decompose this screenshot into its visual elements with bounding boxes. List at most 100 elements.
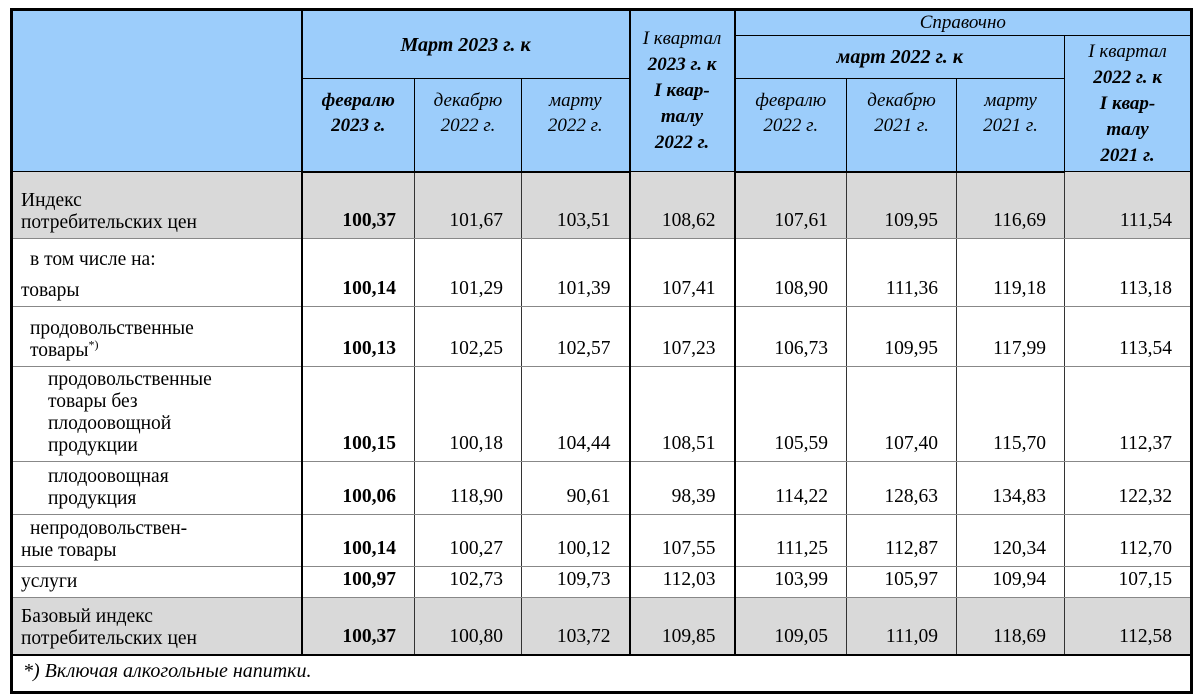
header-line: 2022 г. — [547, 115, 603, 136]
col-header-mar-2021: марту 2021 г. — [956, 78, 1066, 173]
row-label-food-goods: продовольственные товары*) — [11, 306, 302, 367]
value-cell: 119,18 — [956, 238, 1066, 307]
value-cell: 134,83 — [956, 461, 1066, 515]
value-cell: 101,39 — [520, 238, 631, 307]
header-line: декабрю — [433, 90, 503, 111]
footnote-marker: *) — [88, 337, 99, 352]
value-cell: 107,15 — [1064, 566, 1193, 598]
row-label-services: услуги — [11, 566, 302, 598]
header-line: 2023 г. — [331, 115, 386, 136]
value-cell: 112,37 — [1064, 366, 1193, 462]
value-cell: 100,27 — [414, 514, 522, 567]
row-label-nonfood-goods: непродовольствен- ные товары — [11, 514, 302, 567]
value-cell: 108,51 — [628, 366, 736, 462]
header-line: февралю — [755, 90, 827, 111]
label-line: товары*) — [30, 337, 99, 362]
table-row: плодоовощная продукция 100,06 118,90 90,… — [11, 461, 1193, 515]
value-cell: 109,85 — [628, 597, 736, 655]
header-line: 2022 г. к — [1093, 66, 1162, 88]
value-cell: 102,73 — [414, 566, 522, 598]
header-line: талу — [1106, 118, 1149, 140]
value-cell: 107,41 — [628, 238, 736, 307]
table-row: услуги 100,97 102,73 109,73 112,03 103,9… — [11, 566, 1193, 598]
header-line: 2021 г. — [874, 115, 929, 136]
header-line: 2022 г. — [763, 115, 819, 136]
header-line: 2022 г. — [654, 132, 710, 153]
value-cell: 105,97 — [846, 566, 958, 598]
value-cell: 112,87 — [846, 514, 958, 567]
value-cell: 111,54 — [1064, 171, 1193, 239]
header-line: декабрю — [867, 90, 936, 111]
value-cell: 90,61 — [520, 461, 631, 515]
value-cell: 128,63 — [846, 461, 958, 515]
value-cell: 122,32 — [1064, 461, 1193, 515]
col-header-feb-2022: февралю 2022 г. — [733, 78, 848, 173]
label-line: Индекс — [21, 190, 82, 211]
label-line: потребительских цен — [21, 627, 197, 649]
label-line: Базовый индекс — [21, 605, 153, 627]
footnote-row: *) Включая алкогольные напитки. — [11, 653, 1192, 692]
col-header-q1-2023: I квартал 2023 г. к I квар- талу 2022 г. — [628, 9, 736, 172]
corner-cell — [11, 9, 302, 172]
col-group-march-2023: Март 2023 г. к — [300, 9, 631, 79]
label-line: потребительских цен — [21, 212, 197, 233]
label-line: товары без — [48, 391, 138, 412]
table-row: Индекс потребительских цен 100,37 101,67… — [11, 171, 1193, 239]
value-cell: 108,62 — [628, 171, 736, 239]
header-line: 2021 г. — [1100, 144, 1155, 166]
label-line: плодоовощной — [48, 413, 172, 434]
col-header-dec-2022: декабрю 2022 г. — [414, 78, 522, 173]
col-header-dec-2021: декабрю 2021 г. — [846, 78, 958, 173]
table-row: продовольственные товары без плодоовощно… — [11, 366, 1193, 462]
value-cell: 100,14 — [300, 514, 415, 567]
table-row: в том числе на: товары 100,14 101,29 101… — [11, 238, 1193, 307]
value-cell: 103,72 — [520, 597, 631, 655]
value-cell: 109,95 — [846, 171, 958, 239]
value-cell: 100,37 — [300, 171, 415, 239]
value-cell: 109,95 — [846, 306, 958, 367]
value-cell: 107,61 — [733, 171, 848, 239]
value-cell: 115,70 — [956, 366, 1066, 462]
table-row: Базовый индекс потребительских цен 100,3… — [11, 597, 1193, 655]
value-cell: 118,90 — [414, 461, 522, 515]
table-row: непродовольствен- ные товары 100,14 100,… — [11, 514, 1193, 567]
header-line: февралю — [321, 90, 395, 111]
value-cell: 100,12 — [520, 514, 631, 567]
header-line: 2021 г. — [983, 115, 1038, 136]
col-group-spravochno: Справочно — [733, 9, 1193, 36]
row-label-core-cpi: Базовый индекс потребительских цен — [11, 597, 302, 655]
value-cell: 100,13 — [300, 306, 415, 367]
cpi-table: Март 2023 г. к I квартал 2023 г. к I ква… — [10, 8, 1194, 694]
value-cell: 104,44 — [520, 366, 631, 462]
value-cell: 112,70 — [1064, 514, 1193, 567]
row-label-goods: в том числе на: товары — [11, 238, 302, 307]
value-cell: 100,80 — [414, 597, 522, 655]
value-cell: 102,25 — [414, 306, 522, 367]
value-cell: 117,99 — [956, 306, 1066, 367]
row-label-produce: плодоовощная продукция — [11, 461, 302, 515]
value-cell: 103,99 — [733, 566, 848, 598]
table-row: продовольственные товары*) 100,13 102,25… — [11, 306, 1193, 367]
value-cell: 111,09 — [846, 597, 958, 655]
value-cell: 109,05 — [733, 597, 848, 655]
value-cell: 109,73 — [520, 566, 631, 598]
value-cell: 109,94 — [956, 566, 1066, 598]
header-line: I квартал — [1088, 40, 1167, 62]
value-cell: 112,03 — [628, 566, 736, 598]
value-cell: 116,69 — [956, 171, 1066, 239]
header-line: 2022 г. — [440, 115, 496, 136]
row-label-cpi: Индекс потребительских цен — [11, 171, 302, 239]
label-line: плодоовощная — [48, 466, 169, 487]
label-line: товары — [21, 280, 80, 301]
header-line: талу — [660, 106, 704, 127]
value-cell: 113,18 — [1064, 238, 1193, 307]
header-line: марту — [984, 90, 1037, 111]
value-cell: 101,29 — [414, 238, 522, 307]
value-cell: 113,54 — [1064, 306, 1193, 367]
value-cell: 107,40 — [846, 366, 958, 462]
value-cell: 100,18 — [414, 366, 522, 462]
value-cell: 101,67 — [414, 171, 522, 239]
footnote-text: *) Включая алкогольные напитки. — [11, 653, 1192, 692]
value-cell: 105,59 — [733, 366, 848, 462]
label-line: продукция — [48, 488, 137, 509]
